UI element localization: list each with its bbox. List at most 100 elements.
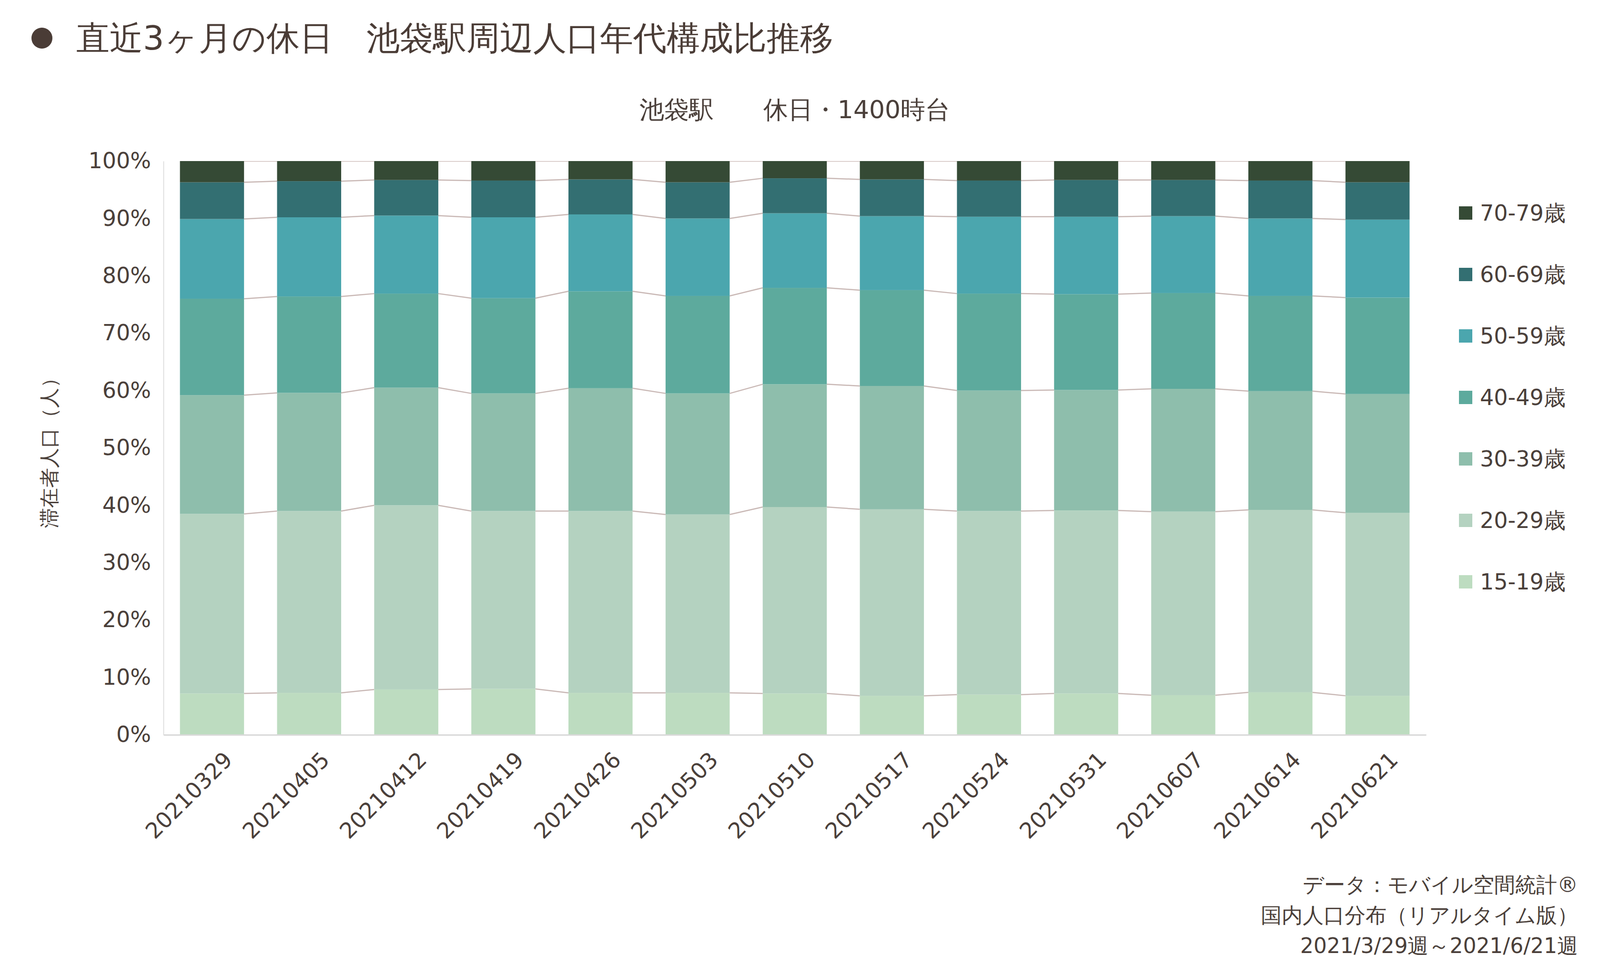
y-tick-label: 70%: [102, 319, 152, 346]
bar: [180, 394, 245, 514]
connector-line: [341, 387, 375, 394]
connector-line: [826, 693, 860, 696]
connector-line: [923, 290, 957, 294]
connector-line: [243, 296, 277, 299]
bar: [1151, 388, 1216, 512]
source-note: 2021/3/29週～2021/6/21週: [1300, 933, 1579, 958]
y-tick-label: 20%: [102, 606, 152, 633]
connector-line: [1312, 218, 1346, 220]
x-tick-label: 20210503: [626, 746, 724, 844]
bar: [860, 179, 925, 217]
y-tick: 30%: [102, 549, 164, 576]
bar: [1151, 216, 1216, 294]
plot-area: [180, 161, 1410, 735]
x-tick-label: 20210517: [820, 746, 918, 844]
x-tick-label: 20210607: [1111, 746, 1209, 844]
bar: [762, 693, 828, 735]
bar: [665, 295, 730, 394]
bar: [1345, 512, 1410, 696]
connector-line: [729, 506, 763, 515]
bar: [860, 385, 925, 510]
bar: [1345, 297, 1410, 395]
bar: [277, 510, 342, 693]
connector-line: [1021, 693, 1054, 695]
y-axis: 0%10%20%30%40%50%60%70%80%90%100%: [88, 147, 164, 748]
bar: [277, 392, 342, 511]
bar: [1151, 695, 1216, 735]
subtitle: 池袋駅 休日・1400時台: [639, 95, 951, 124]
bar: [956, 180, 1022, 217]
y-tick: 0%: [116, 721, 164, 748]
bar: [568, 291, 633, 388]
connector-line: [826, 287, 860, 291]
bar: [180, 298, 245, 395]
connector-line: [1215, 509, 1249, 512]
connector-line: [341, 505, 375, 511]
bar: [180, 693, 245, 735]
connector-line: [1312, 161, 1346, 162]
connector-lines: [243, 161, 1346, 696]
bar: [568, 388, 633, 512]
bar: [374, 161, 439, 181]
x-tick-label: 20210419: [431, 746, 529, 844]
source-note: 国内人口分布（リアルタイム版）: [1260, 902, 1579, 928]
legend-label: 20-29歳: [1479, 507, 1566, 534]
connector-line: [923, 385, 957, 391]
bar: [1248, 295, 1313, 392]
bar: [1248, 218, 1313, 296]
x-tick: 20210531: [1014, 734, 1112, 844]
connector-line: [243, 510, 277, 514]
y-tick-label: 0%: [116, 721, 152, 748]
connector-line: [729, 287, 763, 296]
bar: [1053, 389, 1119, 511]
legend-label: 15-19歳: [1479, 568, 1566, 595]
connector-line: [923, 509, 957, 512]
connector-line: [243, 181, 277, 183]
x-tick-label: 20210524: [917, 746, 1015, 844]
series-bars: [180, 505, 1410, 696]
legend-label: 60-69歳: [1479, 261, 1566, 288]
bar: [860, 509, 925, 696]
x-tick-label: 20210426: [528, 746, 627, 844]
x-tick-label: 20210621: [1306, 746, 1404, 844]
bar: [956, 161, 1022, 181]
connector-line: [438, 505, 472, 511]
connector-line: [632, 179, 666, 183]
y-tick-label: 60%: [102, 377, 152, 404]
bar: [956, 293, 1022, 391]
connector-line: [729, 213, 763, 219]
connector-line: [1021, 216, 1054, 218]
bar: [180, 219, 245, 299]
bar: [1053, 510, 1119, 694]
bar: [374, 689, 439, 735]
bar: [374, 180, 439, 216]
series-bars: [180, 213, 1410, 299]
connector-line: [1215, 388, 1249, 392]
connector-line: [826, 506, 860, 510]
bar: [568, 214, 633, 292]
connector-line: [729, 161, 763, 162]
bar: [762, 287, 828, 385]
connector-line: [632, 291, 666, 296]
y-tick: 90%: [102, 205, 164, 232]
x-tick: 20210412: [334, 734, 432, 844]
connector-line: [632, 510, 666, 515]
legend-swatch: [1458, 452, 1473, 466]
bar: [956, 216, 1022, 294]
connector-line: [923, 161, 957, 162]
x-tick: 20210524: [917, 734, 1015, 844]
connector-line: [1215, 216, 1249, 219]
connector-line: [826, 178, 860, 180]
x-tick: 20210405: [237, 734, 335, 844]
connector-line: [1118, 293, 1152, 294]
x-tick: 20210329: [140, 734, 238, 844]
bar: [568, 161, 633, 180]
connector-line: [438, 387, 472, 394]
connector-line: [1118, 161, 1152, 162]
x-tick: 20210517: [820, 734, 918, 844]
bar: [860, 290, 925, 386]
y-tick-label: 30%: [102, 549, 152, 576]
connector-line: [729, 178, 763, 183]
connector-line: [243, 217, 277, 220]
source-note: データ：モバイル空間統計®: [1302, 872, 1579, 897]
